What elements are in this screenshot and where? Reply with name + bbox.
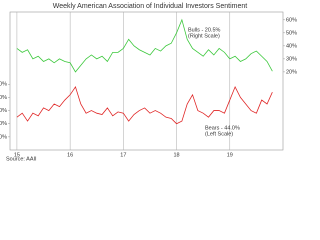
legend-note: (Right Scale) xyxy=(188,33,220,39)
plot-frame xyxy=(9,11,284,151)
y2-tick-label: 30% xyxy=(286,56,297,62)
legend-label: Bulls - 20.5% xyxy=(188,27,221,33)
x-tick-label: 15 xyxy=(14,152,20,158)
x-tick-label: 19 xyxy=(227,152,233,158)
legend-note: (Left Scale) xyxy=(205,131,233,137)
source: Source: AAII xyxy=(6,156,37,162)
y-tick-label: 20% xyxy=(0,121,7,127)
y-tick-label: 30% xyxy=(0,108,7,114)
y2-tick-label: 20% xyxy=(286,69,297,75)
y2-tick-label: 60% xyxy=(286,17,297,23)
y-tick-label: 50% xyxy=(0,82,7,88)
series-line xyxy=(16,18,273,73)
legend-label: Bears - 44.0% xyxy=(205,125,240,131)
x-tick-label: 18 xyxy=(174,152,180,158)
series-line xyxy=(16,85,273,125)
y-tick-label: 40% xyxy=(0,95,7,101)
x-tick-label: 17 xyxy=(120,152,126,158)
y2-tick-label: 50% xyxy=(286,30,297,36)
y2-tick-label: 40% xyxy=(286,43,297,49)
x-tick-label: 16 xyxy=(67,152,73,158)
chart: Weekly American Association of Individua… xyxy=(0,0,305,165)
background xyxy=(0,0,305,165)
chart-title: Weekly American Association of Individua… xyxy=(53,3,247,10)
y-tick-label: 10% xyxy=(0,134,7,140)
